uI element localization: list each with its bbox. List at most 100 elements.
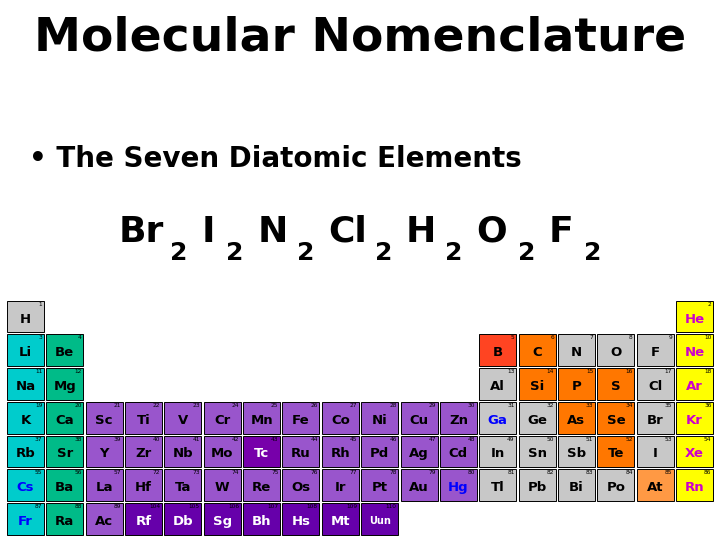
Text: 36: 36: [704, 403, 711, 408]
Text: 40: 40: [153, 436, 161, 442]
Text: Cl: Cl: [648, 380, 662, 393]
Text: 50: 50: [546, 436, 554, 442]
Text: 12: 12: [74, 369, 82, 374]
Bar: [480, 436, 516, 467]
Text: I: I: [201, 215, 215, 249]
Text: 29: 29: [428, 403, 436, 408]
Bar: [86, 469, 122, 501]
Text: Ar: Ar: [686, 380, 703, 393]
Text: Br: Br: [647, 414, 664, 427]
Text: 76: 76: [310, 470, 318, 475]
Bar: [7, 334, 44, 366]
Text: 20: 20: [74, 403, 82, 408]
Text: Hf: Hf: [135, 481, 152, 494]
Bar: [46, 469, 84, 501]
Text: Ne: Ne: [685, 346, 705, 359]
Text: 75: 75: [271, 470, 279, 475]
Bar: [518, 469, 556, 501]
Bar: [243, 503, 280, 535]
Bar: [282, 402, 320, 434]
Text: 85: 85: [665, 470, 672, 475]
Text: 47: 47: [428, 436, 436, 442]
Text: 49: 49: [507, 436, 515, 442]
Text: At: At: [647, 481, 663, 494]
Text: 72: 72: [153, 470, 161, 475]
Bar: [7, 368, 44, 400]
Bar: [282, 503, 320, 535]
Text: Kr: Kr: [686, 414, 703, 427]
Text: As: As: [567, 414, 585, 427]
Text: Ba: Ba: [55, 481, 74, 494]
Text: Ti: Ti: [137, 414, 150, 427]
Bar: [676, 301, 713, 333]
Bar: [7, 469, 44, 501]
Text: H: H: [20, 313, 31, 326]
Bar: [598, 402, 634, 434]
Text: Mo: Mo: [211, 448, 233, 461]
Text: W: W: [215, 481, 230, 494]
Text: La: La: [96, 481, 113, 494]
Text: 74: 74: [232, 470, 239, 475]
Bar: [125, 402, 162, 434]
Text: V: V: [178, 414, 188, 427]
Text: 104: 104: [149, 504, 161, 509]
Bar: [46, 368, 84, 400]
Text: 21: 21: [114, 403, 121, 408]
Text: Se: Se: [606, 414, 625, 427]
Text: 2: 2: [226, 241, 244, 265]
Text: 27: 27: [350, 403, 357, 408]
Bar: [282, 436, 320, 467]
Text: Xe: Xe: [685, 448, 704, 461]
Bar: [322, 469, 359, 501]
Text: Pb: Pb: [528, 481, 546, 494]
Text: 109: 109: [346, 504, 357, 509]
Bar: [7, 436, 44, 467]
Text: Ra: Ra: [55, 515, 74, 528]
Bar: [636, 334, 674, 366]
Text: 78: 78: [389, 470, 397, 475]
Bar: [86, 402, 122, 434]
Text: Cu: Cu: [410, 414, 428, 427]
Text: Rh: Rh: [330, 448, 350, 461]
Text: Al: Al: [490, 380, 505, 393]
Bar: [440, 469, 477, 501]
Text: Nb: Nb: [173, 448, 193, 461]
Text: 2: 2: [518, 241, 536, 265]
Bar: [518, 436, 556, 467]
Text: Na: Na: [15, 380, 35, 393]
Bar: [164, 402, 202, 434]
Text: S: S: [611, 380, 621, 393]
Bar: [322, 402, 359, 434]
Text: 2: 2: [708, 302, 711, 307]
Text: Bi: Bi: [569, 481, 584, 494]
Bar: [480, 368, 516, 400]
Bar: [361, 436, 398, 467]
Bar: [440, 436, 477, 467]
Text: 2: 2: [445, 241, 463, 265]
Bar: [636, 436, 674, 467]
Text: Fr: Fr: [18, 515, 33, 528]
Bar: [558, 469, 595, 501]
Text: Ag: Ag: [409, 448, 429, 461]
Text: 14: 14: [546, 369, 554, 374]
Bar: [558, 334, 595, 366]
Bar: [676, 334, 713, 366]
Bar: [86, 503, 122, 535]
Text: 13: 13: [508, 369, 515, 374]
Text: • The Seven Diatomic Elements: • The Seven Diatomic Elements: [29, 145, 521, 173]
Text: Co: Co: [331, 414, 350, 427]
Text: I: I: [653, 448, 657, 461]
Bar: [480, 402, 516, 434]
Text: 110: 110: [386, 504, 397, 509]
Bar: [361, 402, 398, 434]
Text: In: In: [490, 448, 505, 461]
Text: Si: Si: [530, 380, 544, 393]
Text: 107: 107: [267, 504, 279, 509]
Text: Br: Br: [118, 215, 164, 249]
Text: 2: 2: [583, 241, 601, 265]
Bar: [46, 334, 84, 366]
Bar: [480, 334, 516, 366]
Text: Ga: Ga: [488, 414, 508, 427]
Bar: [518, 402, 556, 434]
Text: 51: 51: [586, 436, 593, 442]
